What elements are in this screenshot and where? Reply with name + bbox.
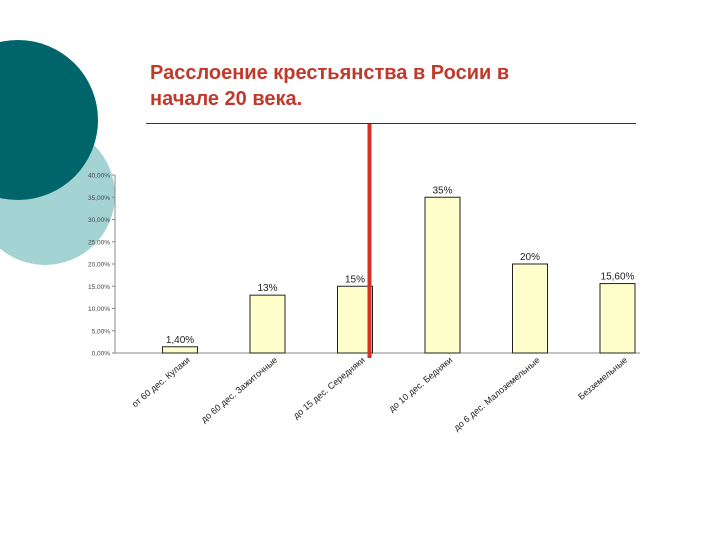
category-label: до 15 дес. Середняки <box>291 355 367 421</box>
bar-value-label: 15,60% <box>601 272 635 283</box>
decor-circle-dark <box>0 40 98 200</box>
y-tick-label: 30,00% <box>88 217 110 224</box>
slide-title-line2: начале 20 века. <box>150 88 303 110</box>
y-tick-label: 10,00% <box>88 306 110 313</box>
category-label: до 60 дес. Зажиточные <box>199 355 279 425</box>
category-label: до 10 дес. Бедняки <box>387 355 455 414</box>
bar <box>599 283 636 354</box>
bar-value-label: 13% <box>257 283 277 294</box>
y-tick-label: 40,00% <box>88 173 110 180</box>
bar-value-label: 20% <box>520 252 540 263</box>
bar <box>424 196 461 354</box>
bar <box>249 294 286 354</box>
slide-title-line1: Расслоение крестьянства в Росии в <box>150 62 510 84</box>
category-label: от 60 дес. Кулаки <box>130 355 192 409</box>
bar <box>162 346 198 354</box>
y-tick-label: 0,00% <box>92 351 111 358</box>
y-tick-label: 5,00% <box>92 328 111 335</box>
title-underline <box>146 123 636 124</box>
y-tick-label: 15,00% <box>88 284 110 291</box>
bar <box>337 285 373 354</box>
divider-line <box>367 124 372 358</box>
slide-title: Расслоение крестьянства в Росии в начале… <box>150 60 630 112</box>
bar-value-label: 35% <box>432 185 452 196</box>
bar-value-label: 15% <box>345 274 365 285</box>
category-label: Безземельные <box>576 355 629 402</box>
bar <box>512 263 548 354</box>
bar-value-label: 1,40% <box>166 335 194 346</box>
y-tick-label: 35,00% <box>88 195 110 202</box>
category-label: до 6 дес. Малоземельные <box>452 355 542 433</box>
y-tick-label: 25,00% <box>88 239 110 246</box>
y-tick-label: 20,00% <box>88 262 110 269</box>
decorative-circles <box>0 40 115 265</box>
